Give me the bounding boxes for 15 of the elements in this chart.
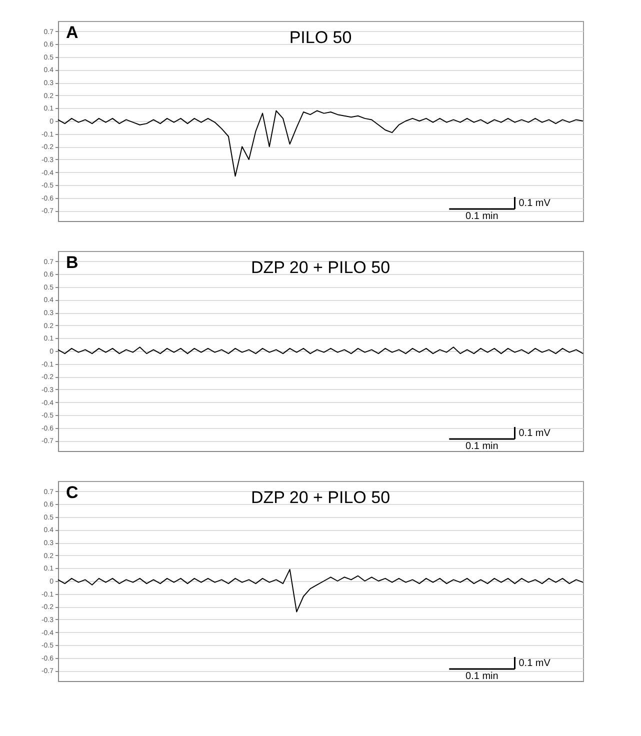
line-series	[58, 110, 584, 177]
annotation: 0.1 min	[466, 211, 498, 222]
chart-title: PILO 50	[289, 28, 352, 47]
chart-title: DZP 20 + PILO 50	[250, 488, 390, 507]
annotation: 0.1 mV	[518, 658, 551, 669]
annotation: 0.1 min	[466, 671, 498, 682]
annotation: A	[66, 23, 78, 42]
annotation: 0.1 min	[466, 441, 498, 452]
annotation: 0.1 mV	[518, 428, 551, 439]
line-series	[58, 346, 584, 354]
line-series	[58, 568, 584, 612]
annotation: C	[66, 483, 78, 502]
annotation: B	[66, 253, 78, 272]
annotation: 0.1 mV	[518, 198, 551, 209]
chart-title: DZP 20 + PILO 50	[250, 258, 390, 277]
